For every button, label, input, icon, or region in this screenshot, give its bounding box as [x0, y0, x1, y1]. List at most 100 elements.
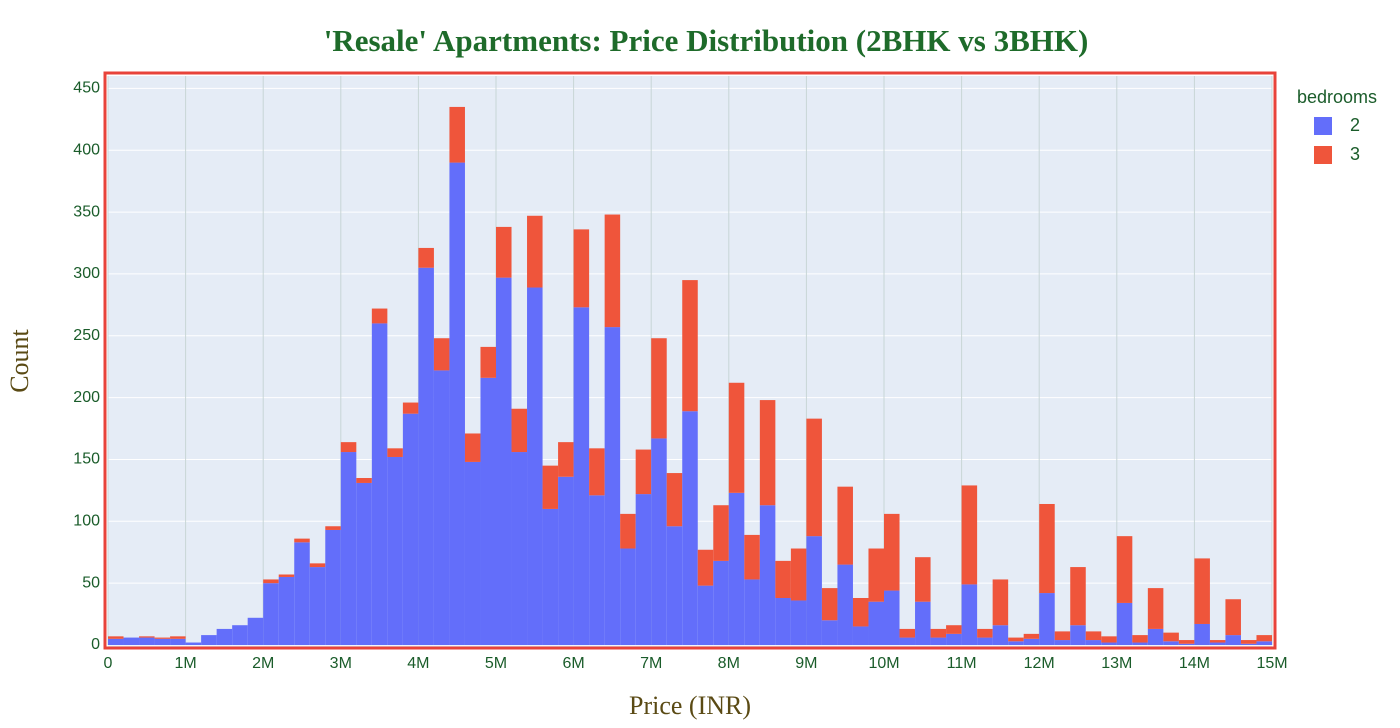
x-tick-label: 12M: [1024, 655, 1055, 672]
bar-segment: [651, 338, 667, 439]
y-tick-label: 100: [73, 513, 100, 530]
bar-segment: [418, 247, 434, 268]
bar-segment: [744, 534, 760, 580]
bar-segment: [589, 448, 605, 496]
bar-segment: [713, 560, 729, 645]
bar-segment: [1085, 640, 1102, 645]
bar-segment: [433, 370, 450, 645]
y-tick-label: 150: [73, 451, 100, 468]
bar-segment: [713, 505, 729, 561]
x-tick-label: 0: [104, 655, 113, 672]
bar-segment: [558, 476, 574, 645]
bar-segment: [821, 620, 838, 645]
bar-segment: [1054, 631, 1071, 641]
bar-segment: [108, 636, 124, 639]
bar-segment: [790, 548, 807, 601]
bar-segment: [604, 327, 621, 645]
bar-segment: [651, 438, 667, 645]
bar-segment: [123, 637, 140, 645]
bar-segment: [496, 226, 512, 278]
bar-segment: [170, 636, 186, 639]
bar-segment: [1039, 503, 1055, 594]
bar-segment: [1240, 640, 1257, 644]
bar-segment: [589, 495, 605, 645]
bar-segment: [821, 588, 838, 621]
bar-segment: [356, 482, 372, 645]
bar-segment: [946, 633, 962, 645]
bar-segment: [542, 508, 559, 645]
bar-segment: [961, 485, 978, 585]
bar-segment: [356, 478, 372, 483]
bar-segment: [371, 323, 388, 645]
x-tick-label: 7M: [640, 655, 662, 672]
bar-segment: [1085, 631, 1102, 641]
bar-segment: [899, 628, 916, 638]
bar-segment: [1023, 633, 1040, 639]
y-tick-label: 300: [73, 265, 100, 282]
bar-segment: [682, 411, 698, 645]
legend-label: 3: [1350, 144, 1360, 164]
bar-segment: [759, 505, 776, 645]
y-tick-label: 200: [73, 389, 100, 406]
bar-segment: [185, 642, 202, 645]
x-axis-title: Price (INR): [629, 691, 751, 720]
bar-segment: [154, 638, 171, 645]
y-axis-title: Count: [5, 328, 34, 392]
legend-title: bedrooms: [1297, 87, 1377, 107]
bar-segment: [806, 536, 822, 645]
bar-segment: [325, 529, 341, 645]
bar-segment: [464, 433, 481, 462]
x-tick-label: 11M: [947, 655, 977, 672]
bar-segment: [884, 590, 900, 645]
bar-segment: [1023, 638, 1040, 645]
x-tick-label: 2M: [252, 655, 274, 672]
bar-segment: [387, 456, 403, 645]
y-tick-label: 0: [91, 636, 100, 653]
bar-segment: [852, 626, 869, 645]
bar-segment: [1163, 641, 1179, 645]
bar-segment: [418, 267, 434, 645]
bar-segment: [1070, 625, 1086, 645]
bar-segment: [170, 638, 186, 645]
bar-segment: [666, 526, 683, 645]
bar-segment: [1209, 642, 1226, 645]
bar-segment: [977, 628, 993, 638]
bar-segment: [433, 338, 450, 371]
y-tick-label: 250: [73, 327, 100, 344]
bar-segment: [635, 494, 652, 645]
bar-segment: [108, 638, 124, 645]
bar-segment: [868, 601, 884, 645]
bar-segment: [790, 600, 807, 645]
bar-segment: [930, 628, 947, 638]
bar-segment: [263, 583, 279, 645]
bar-segment: [247, 617, 264, 645]
bar-segment: [930, 637, 947, 645]
legend-swatch: [1314, 146, 1332, 164]
bar-segment: [527, 287, 543, 645]
bar-segment: [915, 601, 931, 645]
bar-segment: [775, 560, 791, 598]
x-tick-label: 8M: [718, 655, 740, 672]
bar-segment: [263, 579, 279, 584]
bar-segment: [1194, 558, 1210, 624]
bar-segment: [139, 637, 155, 645]
bar-segment: [309, 563, 326, 568]
bar-segment: [1256, 635, 1272, 642]
bar-segment: [511, 408, 528, 453]
bar-segment: [1225, 599, 1241, 636]
bar-segment: [340, 452, 357, 645]
bar-segment: [511, 452, 528, 645]
bar-segment: [1070, 567, 1086, 626]
x-tick-label: 3M: [330, 655, 352, 672]
bar-segment: [139, 636, 155, 638]
bar-segment: [542, 465, 559, 509]
bar-segment: [309, 567, 326, 645]
x-tick-label: 1M: [174, 655, 196, 672]
bar-segment: [1054, 640, 1071, 645]
bar-segment: [977, 637, 993, 645]
bar-segment: [154, 637, 171, 639]
bar-segment: [1147, 588, 1164, 629]
bar-segment: [480, 346, 496, 378]
bar-segment: [480, 377, 496, 645]
y-tick-label: 400: [73, 141, 100, 158]
